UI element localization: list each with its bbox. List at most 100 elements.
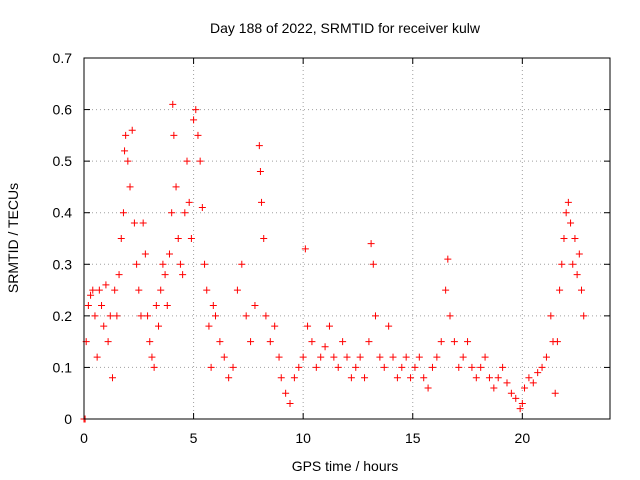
data-point <box>238 260 246 268</box>
data-point <box>242 312 250 320</box>
data-point <box>169 100 177 108</box>
data-point <box>185 198 193 206</box>
x-axis-label: GPS time / hours <box>292 458 399 474</box>
data-point <box>347 374 355 382</box>
data-point <box>455 363 463 371</box>
x-tick-label: 15 <box>405 430 421 446</box>
y-tick-label: 0.4 <box>53 205 73 221</box>
data-point <box>174 235 182 242</box>
data-point <box>542 353 550 361</box>
data-point <box>111 286 119 294</box>
data-point <box>104 338 112 346</box>
data-point <box>233 286 241 294</box>
data-point <box>277 374 285 382</box>
data-point <box>529 379 537 387</box>
data-point <box>330 353 338 361</box>
data-point <box>301 245 309 253</box>
y-tick-label: 0.1 <box>53 359 73 375</box>
data-point <box>108 374 116 382</box>
data-point <box>371 312 379 320</box>
data-point <box>126 183 134 191</box>
data-point <box>172 183 180 191</box>
data-point <box>580 312 588 320</box>
x-tick-label: 10 <box>295 430 311 446</box>
data-point <box>100 322 108 330</box>
data-point <box>558 260 566 268</box>
y-tick-label: 0.6 <box>53 102 73 118</box>
data-point <box>201 260 209 268</box>
y-tick-label: 0.5 <box>53 153 73 169</box>
data-point <box>187 235 195 242</box>
data-point <box>567 219 575 227</box>
data-point <box>256 167 264 175</box>
data-point <box>122 131 130 139</box>
data-point <box>150 363 158 371</box>
chart-title: Day 188 of 2022, SRMTID for receiver kul… <box>210 20 481 36</box>
data-point <box>343 353 351 361</box>
data-point <box>468 363 476 371</box>
data-point <box>499 363 507 371</box>
data-point <box>352 363 360 371</box>
data-point <box>84 302 92 310</box>
data-point <box>317 353 325 361</box>
data-point <box>521 384 529 392</box>
data-point <box>361 374 369 382</box>
data-point <box>490 384 498 392</box>
data-point <box>385 322 393 330</box>
data-point <box>98 302 106 310</box>
data-point <box>251 302 259 310</box>
x-tick-label: 0 <box>80 430 88 446</box>
data-point <box>87 291 95 299</box>
data-point <box>207 363 215 371</box>
data-point <box>165 250 173 258</box>
data-point <box>144 312 152 320</box>
data-point <box>398 363 406 371</box>
data-point <box>146 338 154 346</box>
data-point <box>494 374 502 382</box>
data-point <box>192 106 200 114</box>
data-point <box>141 250 149 258</box>
data-point <box>459 353 467 361</box>
data-points <box>80 100 588 423</box>
data-point <box>266 338 274 346</box>
data-point <box>560 235 568 242</box>
data-point <box>275 353 283 361</box>
data-point <box>562 209 570 217</box>
y-tick-label: 0.2 <box>53 308 73 324</box>
data-point <box>216 338 224 346</box>
data-point <box>321 343 329 351</box>
y-axis-label: SRMTID / TECUs <box>5 183 21 293</box>
data-point <box>389 353 397 361</box>
data-point <box>117 235 125 242</box>
data-point <box>176 260 184 268</box>
data-point <box>472 374 480 382</box>
y-tick-label: 0.3 <box>53 256 73 272</box>
data-point <box>135 286 143 294</box>
data-point <box>157 286 165 294</box>
data-point <box>95 286 103 294</box>
data-point <box>161 271 169 279</box>
data-point <box>247 338 255 346</box>
data-point <box>121 147 129 155</box>
data-point <box>262 312 270 320</box>
data-point <box>295 363 303 371</box>
plot-frame <box>83 57 611 420</box>
data-point <box>163 302 171 310</box>
x-tick-label: 20 <box>515 430 531 446</box>
data-point <box>507 389 515 397</box>
data-point <box>380 363 388 371</box>
data-point <box>369 260 377 268</box>
data-point <box>113 312 121 320</box>
y-tick-labels: 0 0.1 0.2 0.3 0.4 0.5 0.6 0.7 <box>53 50 73 427</box>
data-point <box>553 338 561 346</box>
data-point <box>325 322 333 330</box>
data-point <box>183 157 191 165</box>
data-point <box>225 374 233 382</box>
data-point <box>481 353 489 361</box>
data-point <box>433 353 441 361</box>
data-point <box>376 353 384 361</box>
data-point <box>260 235 268 242</box>
data-point <box>190 116 198 124</box>
data-point <box>271 322 279 330</box>
